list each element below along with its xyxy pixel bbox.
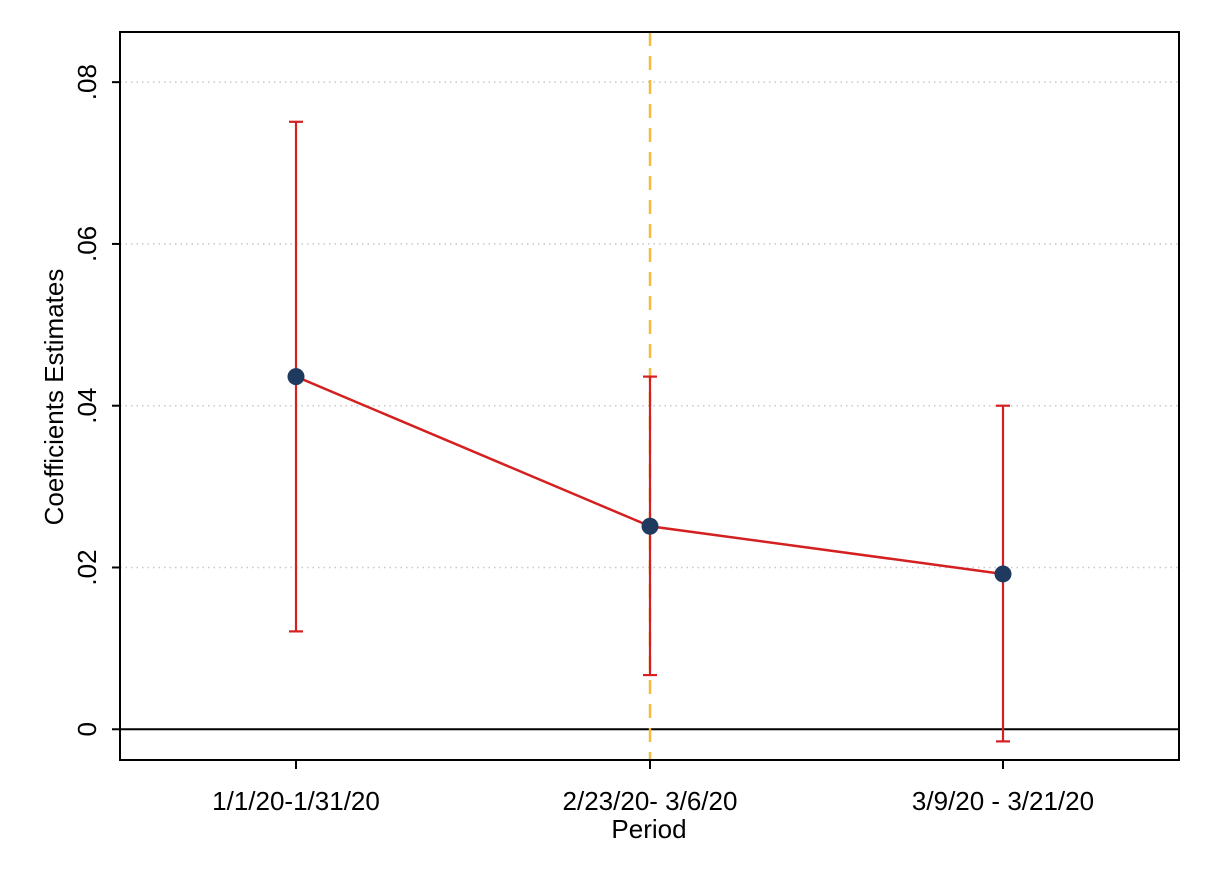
x-tick-label-2: 3/9/20 - 3/21/20 bbox=[912, 786, 1094, 816]
y-tick-label-0: 0 bbox=[72, 722, 102, 736]
data-point-0 bbox=[287, 368, 305, 386]
y-tick-label-2: .04 bbox=[72, 388, 102, 424]
x-tick-label-0: 1/1/20-1/31/20 bbox=[212, 786, 380, 816]
y-tick-label-1: .02 bbox=[72, 549, 102, 585]
x-tick-label-1: 2/23/20- 3/6/20 bbox=[563, 786, 738, 816]
y-tick-label-4: .08 bbox=[72, 64, 102, 100]
data-point-2 bbox=[994, 565, 1012, 583]
data-point-1 bbox=[641, 517, 659, 535]
axis-layer: 0 .02 .04 .06 .08 1/1/20-1/31/20 2/23/20- 3/6/… bbox=[72, 64, 1094, 816]
y-axis-title: Coefficients Estimates bbox=[39, 269, 69, 526]
data-layer bbox=[287, 120, 1012, 743]
y-tick-label-3: .06 bbox=[72, 226, 102, 262]
x-axis-title: Period bbox=[611, 814, 686, 844]
